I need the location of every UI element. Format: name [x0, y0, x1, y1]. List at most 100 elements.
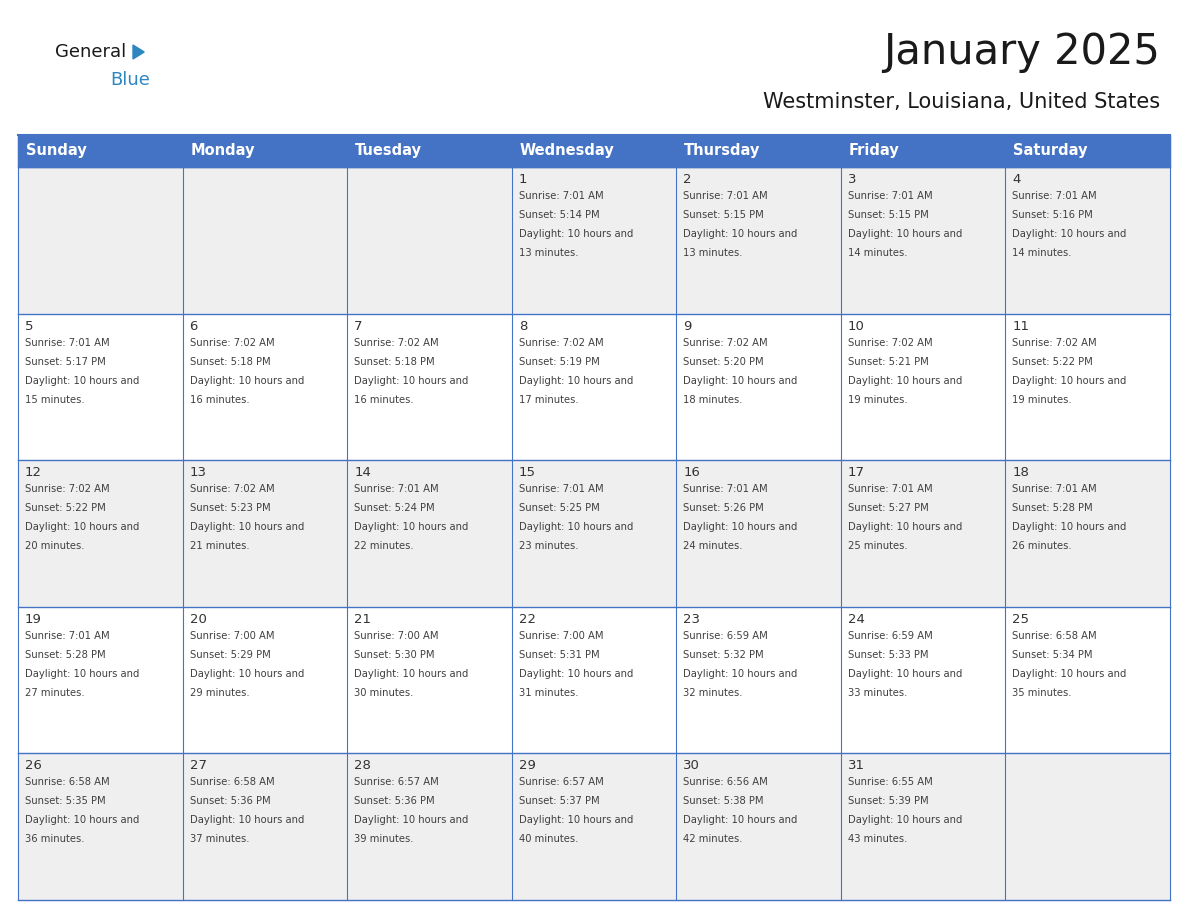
- Bar: [18, 135, 183, 167]
- Text: Daylight: 10 hours and: Daylight: 10 hours and: [848, 229, 962, 239]
- Text: 20: 20: [190, 613, 207, 626]
- Text: 16: 16: [683, 466, 700, 479]
- Text: Sunrise: 7:01 AM: Sunrise: 7:01 AM: [848, 191, 933, 201]
- Bar: [1005, 167, 1170, 314]
- Bar: [841, 607, 1005, 754]
- Text: Sunset: 5:36 PM: Sunset: 5:36 PM: [354, 797, 435, 806]
- Bar: [347, 460, 512, 607]
- Text: Daylight: 10 hours and: Daylight: 10 hours and: [519, 669, 633, 678]
- Text: Daylight: 10 hours and: Daylight: 10 hours and: [25, 375, 139, 386]
- Text: Daylight: 10 hours and: Daylight: 10 hours and: [25, 815, 139, 825]
- Polygon shape: [133, 45, 144, 59]
- Bar: [1005, 754, 1170, 900]
- Text: Sunrise: 6:57 AM: Sunrise: 6:57 AM: [519, 778, 604, 788]
- Text: Sunset: 5:39 PM: Sunset: 5:39 PM: [848, 797, 929, 806]
- Text: 26: 26: [25, 759, 42, 772]
- Text: 15: 15: [519, 466, 536, 479]
- Text: Sunset: 5:36 PM: Sunset: 5:36 PM: [190, 797, 270, 806]
- Text: Sunset: 5:28 PM: Sunset: 5:28 PM: [25, 650, 106, 660]
- Text: Sunrise: 7:02 AM: Sunrise: 7:02 AM: [683, 338, 767, 348]
- Text: 40 minutes.: 40 minutes.: [519, 834, 579, 845]
- Bar: [183, 607, 347, 754]
- Text: General: General: [55, 43, 126, 61]
- Text: 13 minutes.: 13 minutes.: [519, 248, 579, 258]
- Text: Sunset: 5:22 PM: Sunset: 5:22 PM: [25, 503, 106, 513]
- Text: Sunset: 5:33 PM: Sunset: 5:33 PM: [848, 650, 928, 660]
- Text: Westminster, Louisiana, United States: Westminster, Louisiana, United States: [763, 92, 1159, 112]
- Text: 30 minutes.: 30 minutes.: [354, 688, 413, 698]
- Bar: [841, 754, 1005, 900]
- Bar: [676, 314, 841, 460]
- Text: 19 minutes.: 19 minutes.: [848, 395, 908, 405]
- Text: 30: 30: [683, 759, 700, 772]
- Text: Tuesday: Tuesday: [355, 143, 422, 159]
- Bar: [676, 460, 841, 607]
- Bar: [1005, 607, 1170, 754]
- Text: Sunrise: 7:02 AM: Sunrise: 7:02 AM: [190, 484, 274, 494]
- Text: 26 minutes.: 26 minutes.: [1012, 542, 1072, 551]
- Text: 24 minutes.: 24 minutes.: [683, 542, 742, 551]
- Text: Daylight: 10 hours and: Daylight: 10 hours and: [354, 522, 468, 532]
- Text: 33 minutes.: 33 minutes.: [848, 688, 908, 698]
- Text: 23: 23: [683, 613, 700, 626]
- Text: Sunset: 5:37 PM: Sunset: 5:37 PM: [519, 797, 599, 806]
- Text: Sunset: 5:21 PM: Sunset: 5:21 PM: [848, 356, 929, 366]
- Text: Sunrise: 6:59 AM: Sunrise: 6:59 AM: [683, 631, 767, 641]
- Bar: [183, 460, 347, 607]
- Text: Daylight: 10 hours and: Daylight: 10 hours and: [190, 815, 304, 825]
- Text: Sunrise: 7:01 AM: Sunrise: 7:01 AM: [848, 484, 933, 494]
- Text: 13 minutes.: 13 minutes.: [683, 248, 742, 258]
- Text: 27 minutes.: 27 minutes.: [25, 688, 84, 698]
- Text: Sunset: 5:19 PM: Sunset: 5:19 PM: [519, 356, 600, 366]
- Text: Daylight: 10 hours and: Daylight: 10 hours and: [683, 375, 797, 386]
- Text: Wednesday: Wednesday: [519, 143, 614, 159]
- Bar: [1005, 135, 1170, 167]
- Text: 17 minutes.: 17 minutes.: [519, 395, 579, 405]
- Text: Daylight: 10 hours and: Daylight: 10 hours and: [190, 669, 304, 678]
- Text: Daylight: 10 hours and: Daylight: 10 hours and: [190, 375, 304, 386]
- Text: Daylight: 10 hours and: Daylight: 10 hours and: [683, 229, 797, 239]
- Text: Sunset: 5:38 PM: Sunset: 5:38 PM: [683, 797, 764, 806]
- Text: 4: 4: [1012, 173, 1020, 186]
- Text: Sunrise: 7:01 AM: Sunrise: 7:01 AM: [519, 484, 604, 494]
- Text: 16 minutes.: 16 minutes.: [190, 395, 249, 405]
- Bar: [183, 754, 347, 900]
- Text: 1: 1: [519, 173, 527, 186]
- Text: Sunset: 5:22 PM: Sunset: 5:22 PM: [1012, 356, 1093, 366]
- Text: 18 minutes.: 18 minutes.: [683, 395, 742, 405]
- Text: Daylight: 10 hours and: Daylight: 10 hours and: [519, 375, 633, 386]
- Text: 37 minutes.: 37 minutes.: [190, 834, 249, 845]
- Text: 39 minutes.: 39 minutes.: [354, 834, 413, 845]
- Text: 22 minutes.: 22 minutes.: [354, 542, 413, 551]
- Text: Sunset: 5:34 PM: Sunset: 5:34 PM: [1012, 650, 1093, 660]
- Text: 43 minutes.: 43 minutes.: [848, 834, 908, 845]
- Text: 9: 9: [683, 319, 691, 332]
- Text: Daylight: 10 hours and: Daylight: 10 hours and: [683, 522, 797, 532]
- Text: Sunset: 5:28 PM: Sunset: 5:28 PM: [1012, 503, 1093, 513]
- Bar: [512, 607, 676, 754]
- Bar: [18, 607, 183, 754]
- Text: 20 minutes.: 20 minutes.: [25, 542, 84, 551]
- Text: Sunset: 5:35 PM: Sunset: 5:35 PM: [25, 797, 106, 806]
- Text: 25: 25: [1012, 613, 1030, 626]
- Bar: [18, 314, 183, 460]
- Text: 6: 6: [190, 319, 198, 332]
- Text: Sunrise: 6:58 AM: Sunrise: 6:58 AM: [190, 778, 274, 788]
- Text: 10: 10: [848, 319, 865, 332]
- Text: Sunday: Sunday: [26, 143, 87, 159]
- Text: 32 minutes.: 32 minutes.: [683, 688, 742, 698]
- Text: 5: 5: [25, 319, 33, 332]
- Text: Sunrise: 7:01 AM: Sunrise: 7:01 AM: [683, 484, 767, 494]
- Bar: [347, 167, 512, 314]
- Text: Daylight: 10 hours and: Daylight: 10 hours and: [519, 522, 633, 532]
- Text: 15 minutes.: 15 minutes.: [25, 395, 84, 405]
- Bar: [841, 314, 1005, 460]
- Text: Daylight: 10 hours and: Daylight: 10 hours and: [683, 669, 797, 678]
- Text: 14 minutes.: 14 minutes.: [848, 248, 908, 258]
- Text: Sunrise: 7:02 AM: Sunrise: 7:02 AM: [25, 484, 109, 494]
- Text: Daylight: 10 hours and: Daylight: 10 hours and: [190, 522, 304, 532]
- Bar: [512, 460, 676, 607]
- Text: Sunrise: 7:01 AM: Sunrise: 7:01 AM: [519, 191, 604, 201]
- Text: Sunset: 5:17 PM: Sunset: 5:17 PM: [25, 356, 106, 366]
- Text: 31 minutes.: 31 minutes.: [519, 688, 579, 698]
